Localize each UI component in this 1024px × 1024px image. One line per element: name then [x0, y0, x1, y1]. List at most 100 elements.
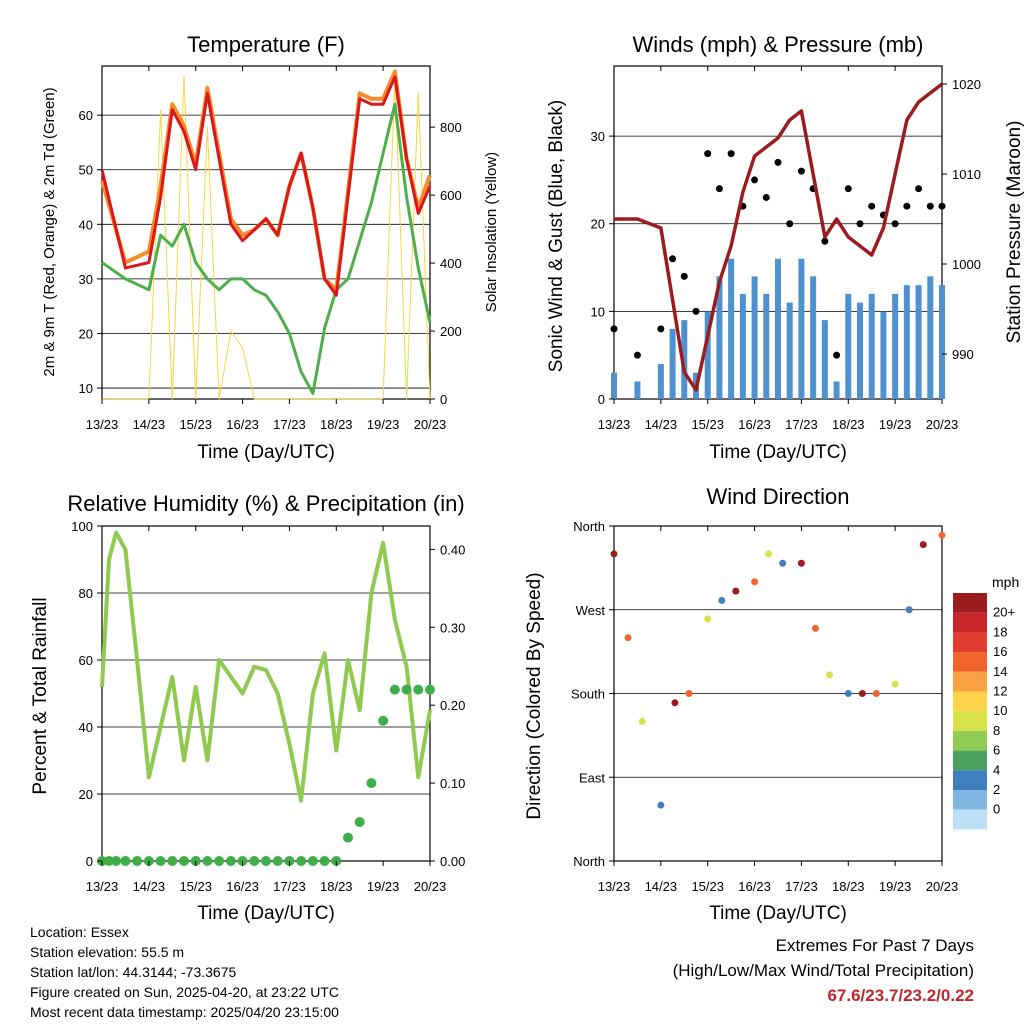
temperature-ylabel-right: Solar Insolation (Yellow): [483, 152, 500, 312]
winds-right-axis: 990 1000 1010 1020: [942, 77, 981, 362]
gust-point: [856, 220, 864, 228]
direction-point: [671, 699, 679, 707]
gust-point: [891, 220, 899, 228]
y-tick-label: 60: [79, 108, 93, 123]
y2-tick-label: 0.10: [440, 776, 465, 791]
extremes-subtitle: (High/Low/Max Wind/Total Precipitation): [672, 961, 974, 980]
direction-title: Wind Direction: [706, 484, 849, 509]
direction-series: [610, 531, 946, 809]
legend-swatch: [953, 809, 987, 830]
humidity-line: [100, 530, 432, 803]
y2-tick-label: 200: [440, 324, 462, 339]
x-tick-label: 15/23: [691, 879, 724, 894]
gust-point: [704, 150, 712, 158]
y2-tick-label: 1020: [952, 77, 981, 92]
precip-point: [413, 684, 424, 695]
station-latlon: Station lat/lon: 44.3144; -73.3675: [30, 964, 237, 980]
temperature-title: Temperature (F): [187, 32, 345, 57]
gust-point: [844, 185, 852, 193]
gust-point: [657, 325, 665, 333]
y-tick-label: 10: [79, 381, 93, 396]
humidity-grid: [102, 525, 430, 862]
precip-point: [132, 856, 143, 866]
y-tick-label: 30: [591, 129, 605, 144]
temperature-xlabel: Time (Day/UTC): [197, 442, 335, 463]
pressure-line: [614, 82, 944, 392]
y-tick-label: 20: [591, 217, 605, 232]
speed-color-legend: mph 20+ 18 16 14 12 10 8 6 4 2 0: [953, 574, 1019, 830]
x-tick-label: 20/23: [414, 879, 447, 894]
precip-point: [167, 856, 178, 866]
precip-point: [425, 684, 435, 695]
x-tick-label: 15/23: [179, 879, 212, 894]
direction-tick-label: East: [579, 770, 605, 785]
precip-point: [354, 817, 365, 828]
gust-point: [680, 272, 688, 280]
precip-point: [343, 832, 353, 843]
gust-point: [926, 202, 934, 210]
x-tick-label: 16/23: [738, 417, 771, 432]
legend-label: 20+: [993, 605, 1015, 620]
x-tick-label: 18/23: [320, 879, 353, 894]
recent-timestamp: Most recent data timestamp: 2025/04/20 2…: [30, 1004, 339, 1020]
direction-ylabel-left: Direction (Colored By Speed): [524, 572, 545, 819]
precip-point: [155, 856, 166, 866]
direction-point: [765, 550, 773, 558]
direction-point: [685, 690, 693, 697]
precip-point: [378, 715, 389, 726]
precip-point: [272, 856, 283, 866]
y-tick-label: 30: [79, 272, 93, 287]
y-tick-label: 40: [79, 217, 93, 232]
precip-point: [261, 856, 271, 866]
direction-point: [751, 578, 759, 586]
direction-tick-label: West: [576, 603, 606, 618]
x-tick-label: 13/23: [86, 417, 119, 432]
x-tick-label: 14/23: [645, 879, 678, 894]
x-tick-label: 16/23: [226, 417, 259, 432]
gust-point: [774, 158, 782, 166]
y2-tick-label: 0.40: [440, 542, 465, 557]
gust-point: [903, 202, 911, 210]
gust-point: [821, 237, 829, 245]
direction-point: [657, 801, 665, 809]
legend-title: mph: [992, 574, 1019, 590]
temperature-x-axis: 13/23 14/23 15/23 16/23 17/23 18/23 19/23 20/23: [86, 66, 446, 432]
direction-point: [844, 690, 852, 697]
x-tick-label: 20/23: [926, 879, 959, 894]
x-tick-label: 13/23: [86, 879, 119, 894]
x-tick-label: 16/23: [738, 879, 771, 894]
x-tick-label: 15/23: [691, 417, 724, 432]
x-tick-label: 18/23: [832, 879, 865, 894]
x-tick-label: 13/23: [598, 417, 631, 432]
x-tick-label: 18/23: [320, 417, 353, 432]
direction-tick-label: North: [573, 854, 605, 869]
legend-label: 0: [993, 802, 1000, 817]
legend-swatch: [953, 691, 987, 712]
y-tick-label: 0: [86, 854, 93, 869]
station-location: Location: Essex: [30, 924, 129, 940]
direction-point: [732, 587, 740, 595]
direction-point: [826, 671, 834, 679]
x-tick-label: 17/23: [273, 417, 306, 432]
y-tick-label: 10: [591, 304, 605, 319]
dewpoint-line: [101, 102, 432, 395]
gust-point: [868, 202, 876, 210]
x-tick-label: 16/23: [226, 879, 259, 894]
direction-point: [891, 680, 899, 688]
y2-tick-label: 800: [440, 120, 462, 135]
direction-point: [718, 596, 726, 604]
legend-label: 6: [993, 743, 1000, 758]
extremes-block: Extremes For Past 7 Days (High/Low/Max W…: [673, 933, 974, 1008]
direction-point: [779, 559, 787, 567]
precip-point: [214, 856, 225, 866]
solar-insolation-line: [102, 75, 431, 400]
gust-point: [669, 255, 677, 263]
winds-ylabel-left: Sonic Wind & Gust (Blue, Black): [546, 100, 567, 372]
y2-tick-label: 0.30: [440, 620, 465, 635]
gust-point: [762, 193, 770, 201]
y-tick-label: 80: [79, 586, 93, 601]
legend-label: 16: [993, 644, 1007, 659]
direction-point: [624, 634, 632, 642]
legend-label: 4: [993, 762, 1000, 777]
